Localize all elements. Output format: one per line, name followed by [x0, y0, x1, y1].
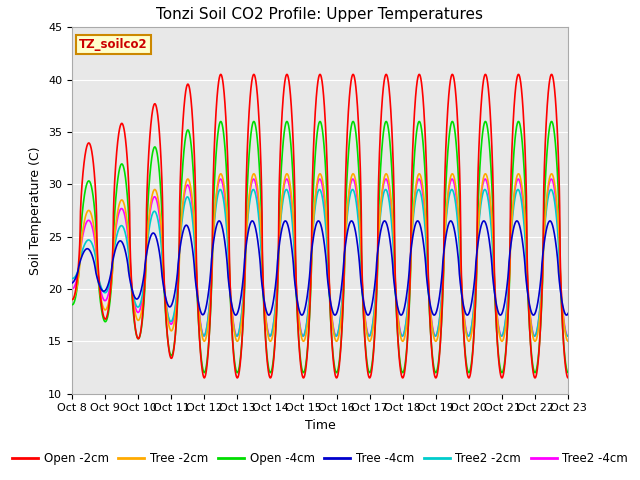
X-axis label: Time: Time [305, 419, 335, 432]
Text: TZ_soilco2: TZ_soilco2 [79, 38, 148, 51]
Legend: Open -2cm, Tree -2cm, Open -4cm, Tree -4cm, Tree2 -2cm, Tree2 -4cm: Open -2cm, Tree -2cm, Open -4cm, Tree -4… [7, 447, 633, 469]
Title: Tonzi Soil CO2 Profile: Upper Temperatures: Tonzi Soil CO2 Profile: Upper Temperatur… [157, 7, 483, 22]
Y-axis label: Soil Temperature (C): Soil Temperature (C) [29, 146, 42, 275]
